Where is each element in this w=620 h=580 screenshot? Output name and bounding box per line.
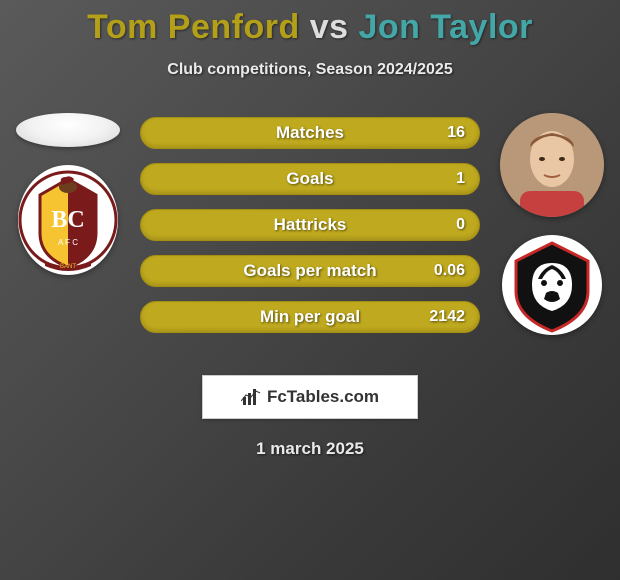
comparison-title: Tom Penford vs Jon Taylor	[0, 0, 620, 47]
stat-row-goals-per-match: Goals per match 0.06	[140, 255, 480, 287]
svg-text:BANT: BANT	[60, 264, 76, 270]
date-text: 1 march 2025	[0, 439, 620, 459]
player1-placeholder-icon	[16, 113, 120, 147]
stat-value-right: 0	[456, 216, 465, 234]
brand-box: FcTables.com	[202, 375, 418, 419]
stat-value-right: 2142	[429, 308, 465, 326]
stat-row-matches: Matches 16	[140, 117, 480, 149]
player2-photo-icon	[500, 113, 604, 217]
stat-label: Matches	[141, 123, 479, 143]
player1-club-crest-icon: BC A F C BANT	[18, 165, 118, 275]
bar-chart-icon	[241, 387, 261, 407]
title-player1: Tom Penford	[87, 8, 300, 46]
stat-label: Goals per match	[141, 261, 479, 281]
stat-label: Hattricks	[141, 215, 479, 235]
title-vs: vs	[310, 8, 349, 46]
stat-row-hattricks: Hattricks 0	[140, 209, 480, 241]
stat-row-goals: Goals 1	[140, 163, 480, 195]
left-column: BC A F C BANT	[8, 113, 128, 275]
stat-label: Goals	[141, 169, 479, 189]
player2-club-crest-icon	[502, 235, 602, 335]
title-player2: Jon Taylor	[358, 8, 532, 46]
stat-value-right: 0.06	[434, 262, 465, 280]
content-area: BC A F C BANT	[0, 117, 620, 357]
stat-row-min-per-goal: Min per goal 2142	[140, 301, 480, 333]
svg-text:A F C: A F C	[58, 238, 78, 247]
stat-value-right: 1	[456, 170, 465, 188]
stat-bars: Matches 16 Goals 1 Hattricks 0 Goals per…	[140, 117, 480, 333]
right-column	[492, 113, 612, 335]
svg-text:BC: BC	[51, 207, 84, 233]
stat-value-right: 16	[447, 124, 465, 142]
subtitle: Club competitions, Season 2024/2025	[0, 61, 620, 79]
brand-text: FcTables.com	[267, 387, 379, 407]
